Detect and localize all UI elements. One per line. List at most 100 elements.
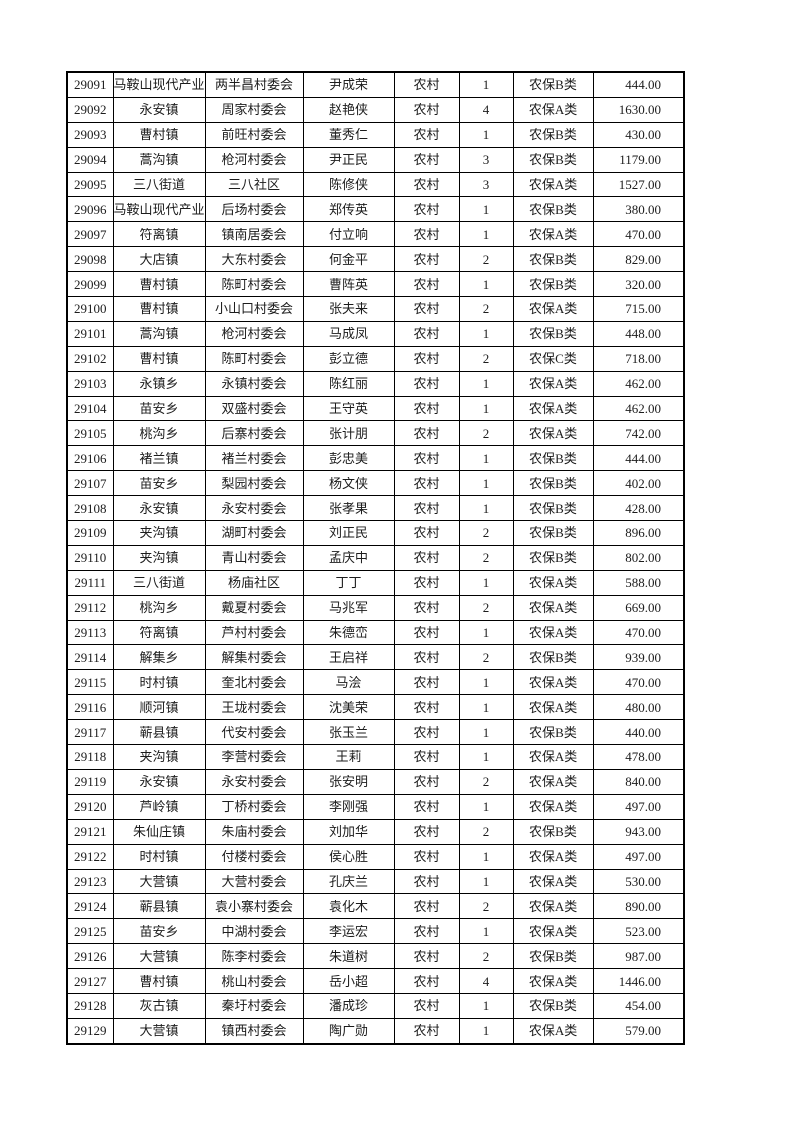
insurance-category-cell-text: 农保B类 [529, 128, 577, 142]
village-committee-cell: 小山口村委会 [204, 296, 304, 322]
insurance-category-cell-text: 农保A类 [528, 402, 578, 416]
table-row: 29093 曹村镇 前旺村委会 董秀仁 农村 1 农保B类 430.00 [66, 121, 685, 148]
household-type-cell-text: 农村 [413, 402, 440, 416]
insurance-category-cell-text: 农保B类 [529, 725, 577, 739]
town-cell-text: 蕲县镇 [139, 725, 179, 739]
table-row: 29125 苗安乡 中湖村委会 李运宏 农村 1 农保A类 523.00 [66, 918, 685, 945]
table-row: 29119 永安镇 永安村委会 张安明 农村 2 农保A类 840.00 [66, 768, 685, 795]
person-name-cell-text: 张孝果 [329, 501, 369, 515]
person-name-cell: 李运宏 [302, 918, 395, 945]
person-count-cell-text: 2 [482, 825, 490, 839]
village-committee-cell: 前旺村委会 [204, 121, 304, 148]
table-row: 29127 曹村镇 桃山村委会 岳小超 农村 4 农保A类 1446.00 [66, 968, 685, 994]
village-committee-cell-text: 秦圩村委会 [221, 999, 287, 1013]
person-count-cell: 2 [458, 420, 514, 447]
town-cell-text: 永安镇 [139, 775, 179, 789]
amount-cell: 470.00 [592, 669, 685, 696]
insurance-category-cell: 农保A类 [512, 918, 594, 945]
insurance-category-cell: 农保B类 [512, 196, 594, 223]
amount-cell: 588.00 [592, 569, 685, 596]
insurance-category-cell: 农保B类 [512, 544, 594, 571]
insurance-category-cell: 农保B类 [512, 470, 594, 497]
person-name-cell-text: 王莉 [335, 750, 362, 764]
person-count-cell: 1 [458, 1017, 514, 1045]
person-count-cell-text: 2 [482, 352, 490, 366]
village-committee-cell: 镇南居委会 [204, 221, 304, 248]
person-count-cell: 3 [458, 146, 514, 173]
person-name-cell: 张夫来 [302, 296, 395, 322]
person-count-cell: 4 [458, 968, 514, 994]
village-committee-cell-text: 丁桥村委会 [221, 800, 287, 814]
person-name-cell-text: 刘正民 [329, 526, 369, 540]
table-row: 29120 芦岭镇 丁桥村委会 李刚强 农村 1 农保A类 497.00 [66, 793, 685, 820]
town-cell: 永安镇 [112, 768, 206, 795]
town-cell-text: 时村镇 [139, 850, 179, 864]
household-type-cell: 农村 [393, 768, 460, 795]
table-row: 29100 曹村镇 小山口村委会 张夫来 农村 2 农保A类 715.00 [66, 296, 685, 322]
person-name-cell: 李刚强 [302, 793, 395, 820]
person-count-cell-text: 1 [482, 675, 490, 689]
town-cell: 三八街道 [112, 569, 206, 596]
table-row: 29129 大营镇 镇西村委会 陶广勋 农村 1 农保A类 579.00 [66, 1017, 685, 1045]
town-cell: 夹沟镇 [112, 544, 206, 571]
person-name-cell-text: 曹阵英 [329, 277, 369, 291]
person-count-cell: 1 [458, 918, 514, 945]
person-count-cell: 1 [458, 495, 514, 522]
town-cell-text: 大营镇 [139, 1024, 179, 1038]
insurance-category-cell: 农保B类 [512, 320, 594, 347]
person-count-cell: 2 [458, 768, 514, 795]
person-count-cell: 1 [458, 395, 514, 422]
record-id-cell: 29129 [66, 1017, 114, 1045]
household-type-cell: 农村 [393, 644, 460, 671]
household-type-cell: 农村 [393, 271, 460, 298]
amount-cell: 715.00 [592, 296, 685, 322]
amount-cell-text: 462.00 [625, 377, 662, 391]
person-count-cell-text: 1 [482, 128, 490, 142]
record-id-cell-text: 29099 [74, 277, 107, 291]
person-name-cell-text: 侯心胜 [329, 850, 369, 864]
person-count-cell: 2 [458, 893, 514, 920]
insurance-category-cell: 农保B类 [512, 495, 594, 522]
household-type-cell: 农村 [393, 420, 460, 447]
table-row: 29102 曹村镇 陈町村委会 彭立德 农村 2 农保C类 718.00 [66, 345, 685, 372]
town-cell: 永镇乡 [112, 370, 206, 397]
record-id-cell-text: 29111 [74, 576, 107, 590]
household-type-cell-text: 农村 [413, 551, 440, 565]
amount-cell: 320.00 [592, 271, 685, 298]
person-count-cell: 2 [458, 345, 514, 372]
insurance-category-cell: 农保A类 [512, 893, 594, 920]
table-row: 29095 三八街道 三八社区 陈修侠 农村 3 农保A类 1527.00 [66, 171, 685, 198]
person-name-cell: 马兆军 [302, 594, 395, 621]
amount-cell: 530.00 [592, 868, 685, 895]
household-type-cell-text: 农村 [413, 775, 440, 789]
insurance-category-cell: 农保B类 [512, 271, 594, 298]
village-committee-cell: 陈町村委会 [204, 345, 304, 372]
town-cell: 三八街道 [112, 171, 206, 198]
household-type-cell-text: 农村 [413, 725, 440, 739]
amount-cell-text: 444.00 [625, 451, 662, 465]
table-row: 29094 蒿沟镇 枪河村委会 尹正民 农村 3 农保B类 1179.00 [66, 146, 685, 173]
record-id-cell-text: 29098 [74, 252, 107, 266]
town-cell-text: 曹村镇 [139, 302, 179, 316]
town-cell: 桃沟乡 [112, 594, 206, 621]
household-type-cell-text: 农村 [413, 576, 440, 590]
town-cell: 曹村镇 [112, 345, 206, 372]
amount-cell: 742.00 [592, 420, 685, 447]
record-id-cell: 29125 [66, 918, 114, 945]
amount-cell: 943.00 [592, 818, 685, 845]
village-committee-cell: 王垅村委会 [204, 694, 304, 721]
person-count-cell: 1 [458, 619, 514, 646]
town-cell: 苗安乡 [112, 470, 206, 497]
insurance-category-cell-text: 农保B类 [529, 327, 577, 341]
person-name-cell-text: 袁化木 [329, 899, 369, 913]
amount-cell-text: 444.00 [625, 78, 662, 92]
household-type-cell: 农村 [393, 569, 460, 596]
town-cell-text: 曹村镇 [139, 974, 179, 988]
town-cell-text: 曹村镇 [139, 352, 179, 366]
household-type-cell: 农村 [393, 594, 460, 621]
record-id-cell-text: 29102 [74, 352, 107, 366]
household-type-cell-text: 农村 [413, 377, 440, 391]
person-count-cell-text: 1 [482, 202, 490, 216]
person-name-cell-text: 马浍 [335, 675, 362, 689]
household-type-cell-text: 农村 [413, 327, 440, 341]
